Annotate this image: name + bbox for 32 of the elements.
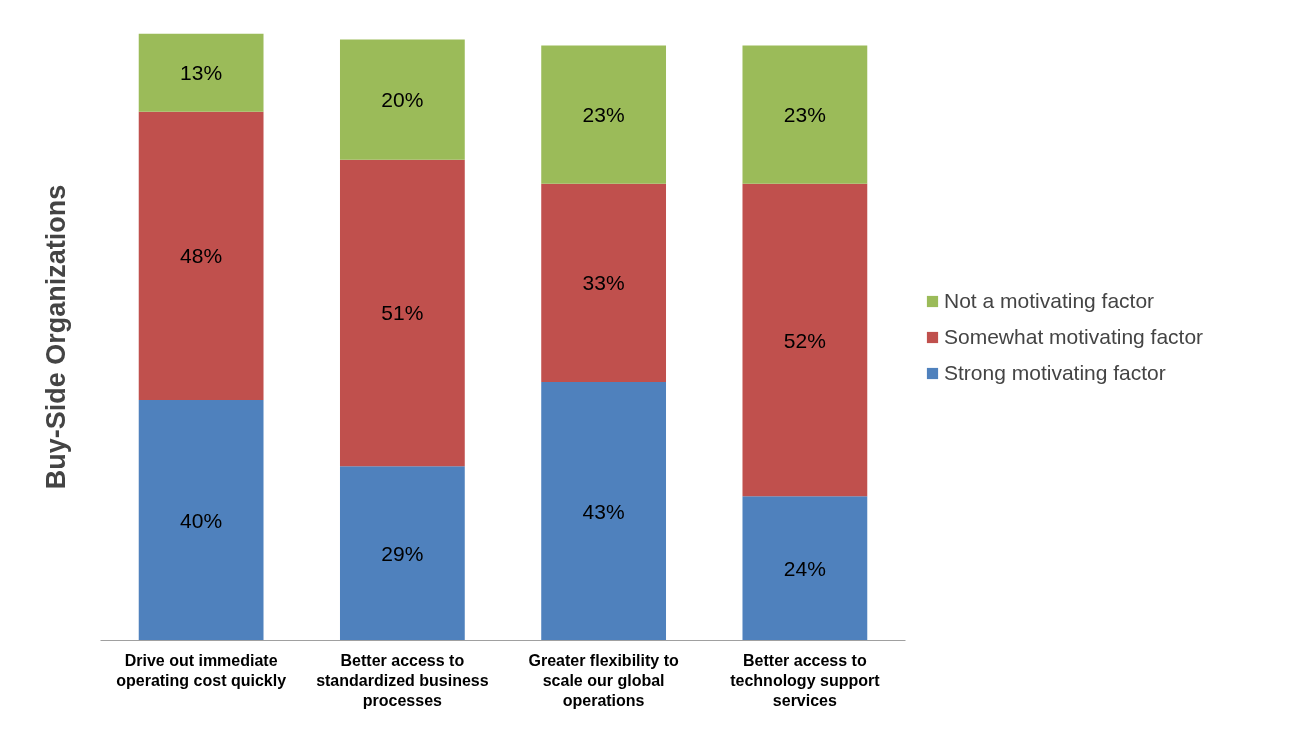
bar	[541, 183, 667, 383]
bar	[742, 183, 868, 497]
bar	[339, 466, 465, 641]
data-label: 13%	[180, 61, 223, 85]
bar	[541, 382, 667, 641]
bar	[138, 400, 264, 641]
bar	[138, 111, 264, 401]
data-label: 24%	[783, 556, 826, 580]
bar	[742, 45, 868, 184]
bar	[541, 45, 667, 184]
x-tick-label: Better access to technology support services	[730, 651, 881, 710]
legend-label: Not a motivating factor	[944, 288, 1155, 313]
bar	[339, 159, 465, 467]
legend-label: Somewhat motivating factor	[944, 324, 1204, 349]
x-tick-label: Drive out immediate operating cost quickly	[116, 651, 287, 689]
legend-label: Strong motivating factor	[944, 360, 1166, 385]
data-label: 29%	[381, 541, 424, 565]
data-label: 51%	[381, 301, 424, 325]
bar	[138, 33, 264, 112]
y-axis-title: Buy-Side Organizations	[40, 184, 71, 490]
data-label: 23%	[783, 103, 826, 127]
data-label: 23%	[582, 103, 625, 127]
x-tick-label: Greater flexibility to scale our global operations	[528, 651, 679, 710]
x-tick-label: Better access to standardized business processes	[316, 651, 489, 710]
bar	[742, 496, 868, 641]
data-label: 48%	[180, 244, 223, 268]
data-label: 33%	[582, 271, 625, 295]
data-label: 40%	[180, 508, 223, 532]
data-label: 43%	[582, 499, 625, 523]
data-label: 52%	[783, 328, 826, 352]
bar	[339, 39, 465, 160]
data-label: 20%	[381, 88, 424, 112]
